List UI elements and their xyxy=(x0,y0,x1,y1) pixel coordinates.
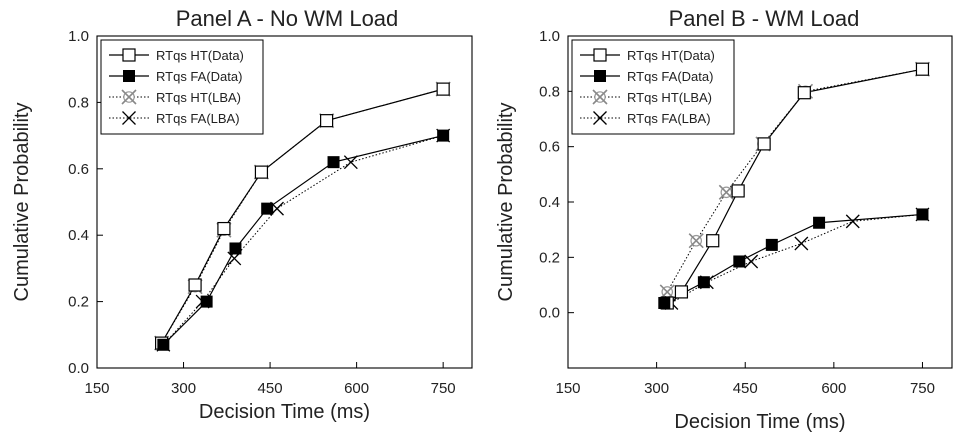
data-point xyxy=(188,278,202,292)
y-tick-label: 0.4 xyxy=(539,194,560,211)
data-point xyxy=(765,238,778,251)
plot-frame xyxy=(96,35,473,369)
data-point xyxy=(733,255,746,268)
legend-label: RTqs FA(LBA) xyxy=(156,111,240,126)
legend-marker xyxy=(123,70,135,82)
legend-entry: RTqs HT(Data) xyxy=(580,48,715,63)
x-tick-label: 600 xyxy=(344,380,369,397)
x-tick-label: 150 xyxy=(555,380,580,397)
x-tick-label: 150 xyxy=(84,380,109,397)
data-point xyxy=(797,86,811,100)
x-axis-label: Decision Time (ms) xyxy=(674,411,845,433)
x-tick-label: 450 xyxy=(258,380,283,397)
legend-label: RTqs HT(LBA) xyxy=(156,90,241,105)
series-line-rtqs-fa-data- xyxy=(664,213,923,304)
data-point xyxy=(757,137,771,151)
data-point xyxy=(731,184,745,198)
chart-title: Panel B - WM Load xyxy=(669,6,860,31)
legend-label: RTqs HT(LBA) xyxy=(627,90,712,105)
data-point xyxy=(229,242,242,255)
legend-marker xyxy=(594,70,606,82)
panel-a: Panel A - No WM Load 0.0 0.2 0.4 0.6 0.8 1.0 15… xyxy=(11,6,473,423)
legend-label: RTqs FA(Data) xyxy=(627,69,713,84)
data-point xyxy=(916,208,929,221)
legend-marker xyxy=(121,89,137,105)
data-point xyxy=(744,254,759,269)
x-tick-label: 300 xyxy=(171,380,196,397)
x-tick-label: 300 xyxy=(644,380,669,397)
x-axis-label: Decision Time (ms) xyxy=(199,401,370,423)
legend-label: RTqs HT(Data) xyxy=(156,48,244,63)
data-point xyxy=(688,233,704,249)
legend: RTqs HT(Data) RTqs FA(Data) RTqs HT(LBA) RT… xyxy=(571,39,735,135)
y-tick-label: 0.0 xyxy=(539,305,560,322)
legend-entry: RTqs HT(LBA) xyxy=(580,89,712,105)
legend-marker xyxy=(593,48,607,62)
x-tick-label: 600 xyxy=(821,380,846,397)
y-tick-label: 0.6 xyxy=(68,161,89,178)
y-tick-label: 0.4 xyxy=(68,227,89,244)
y-tick-label: 1.0 xyxy=(68,28,89,45)
legend-marker xyxy=(592,89,608,105)
data-point xyxy=(718,184,734,200)
data-point xyxy=(813,216,826,229)
legend-label: RTqs HT(Data) xyxy=(627,48,715,63)
legend-label: RTqs FA(LBA) xyxy=(627,111,711,126)
data-point xyxy=(437,129,450,142)
data-point xyxy=(261,202,274,215)
data-point xyxy=(697,276,710,289)
data-point xyxy=(436,82,450,96)
data-point xyxy=(254,165,269,179)
y-tick-label: 0.2 xyxy=(539,249,560,266)
legend-marker xyxy=(122,111,136,125)
series-line-rtqs-ht-data- xyxy=(161,88,444,344)
legend: RTqs HT(Data) RTqs FA(Data) RTqs HT(LBA) RT… xyxy=(100,39,264,135)
data-point xyxy=(157,338,170,351)
legend-entry: RTqs FA(Data) xyxy=(580,69,713,84)
data-point xyxy=(915,62,930,76)
legend-label: RTqs FA(Data) xyxy=(156,69,242,84)
data-point xyxy=(200,295,213,308)
x-tick-label: 450 xyxy=(733,380,758,397)
y-tick-label: 0.8 xyxy=(539,83,560,100)
y-tick-label: 1.0 xyxy=(539,28,560,45)
legend-entry: RTqs FA(Data) xyxy=(109,69,242,84)
series-line-rtqs-ht-lba- xyxy=(666,68,923,293)
data-point xyxy=(217,221,231,236)
legend-entry: RTqs FA(LBA) xyxy=(109,111,240,126)
data-point xyxy=(658,296,671,309)
x-tick-label: 750 xyxy=(910,380,935,397)
legend-entry: RTqs FA(LBA) xyxy=(580,111,711,126)
data-point xyxy=(320,114,334,128)
data-point xyxy=(343,155,358,170)
legend-marker xyxy=(593,111,607,125)
y-axis-label: Cumulative Probability xyxy=(495,103,517,302)
y-tick-label: 0.2 xyxy=(68,294,89,311)
series-line-rtqs-fa-lba- xyxy=(671,213,923,304)
x-tick-label: 750 xyxy=(431,380,456,397)
legend-entry: RTqs HT(Data) xyxy=(109,48,244,63)
data-point xyxy=(327,156,340,169)
series-line-rtqs-fa-data- xyxy=(162,135,444,346)
y-tick-label: 0.8 xyxy=(68,94,89,111)
data-point xyxy=(706,234,720,248)
legend-entry: RTqs HT(LBA) xyxy=(109,89,241,105)
panel-b: Panel B - WM Load 0.0 0.2 0.4 0.6 0.8 1.0 150 30… xyxy=(495,6,953,433)
chart-title: Panel A - No WM Load xyxy=(176,6,399,31)
y-tick-label: 0.0 xyxy=(68,360,89,377)
y-tick-label: 0.6 xyxy=(539,139,560,156)
series-line-rtqs-fa-lba- xyxy=(162,135,444,346)
data-point xyxy=(794,236,809,251)
data-point xyxy=(845,214,860,229)
legend-marker xyxy=(122,48,136,62)
y-axis-label: Cumulative Probability xyxy=(11,103,33,302)
data-point xyxy=(674,285,689,299)
